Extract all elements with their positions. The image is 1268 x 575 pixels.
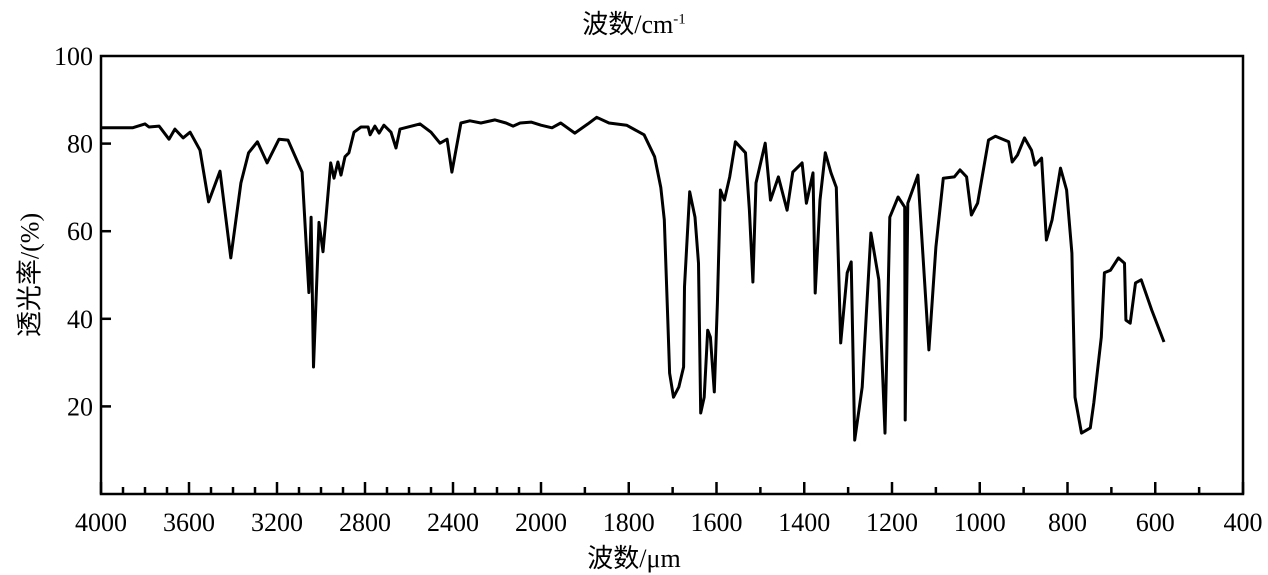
x-tick-label: 800 (1048, 508, 1087, 537)
x-tick-label: 2400 (427, 508, 479, 537)
x-axis-title: 波数/μm (587, 544, 681, 573)
x-tick-label: 2000 (515, 508, 567, 537)
y-axis-title: 透光率/(%) (15, 212, 45, 338)
spectrum-line (101, 115, 1166, 442)
x-tick-label: 4000 (75, 508, 127, 537)
x-tick-label: 1000 (954, 508, 1006, 537)
y-tick-label: 40 (67, 305, 93, 334)
x-tick-label: 1200 (866, 508, 918, 537)
y-tick-label: 80 (67, 130, 93, 159)
x-tick-label: 600 (1136, 508, 1175, 537)
x-tick-label: 1800 (603, 508, 655, 537)
top-axis-title: 波数/cm-1 (582, 10, 686, 39)
y-tick-label: 20 (67, 392, 93, 421)
x-tick-label: 1400 (778, 508, 830, 537)
x-tick-label: 2800 (339, 508, 391, 537)
y-tick-label: 100 (54, 42, 93, 71)
x-tick-label: 1600 (691, 508, 743, 537)
x-tick-label: 400 (1224, 508, 1263, 537)
x-tick-label: 3600 (163, 508, 215, 537)
y-tick-label: 60 (67, 217, 93, 246)
x-tick-label: 3200 (251, 508, 303, 537)
